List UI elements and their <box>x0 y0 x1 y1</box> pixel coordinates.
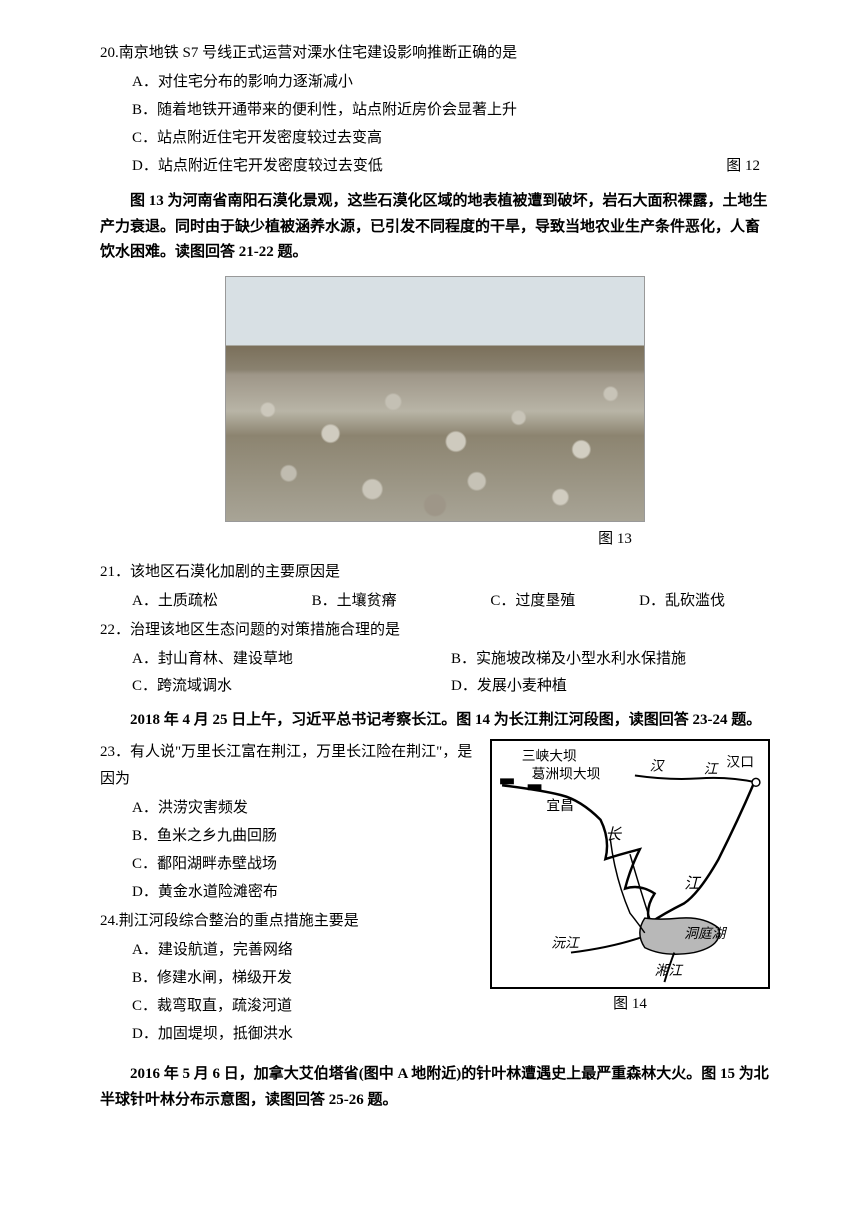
q24-option-c: C．裁弯取直，疏浚河道 <box>132 993 478 1020</box>
q22-option-c: C．跨流域调水 <box>132 673 451 700</box>
q21-option-b: B．土壤贫瘠 <box>312 588 397 615</box>
question-22: 22．治理该地区生态问题的对策措施合理的是 A．封山育林、建设草地 B．实施坡改… <box>100 617 770 700</box>
fig14-container: 三峡大坝 葛洲坝大坝 宜昌 汉 江 汉口 长 江 沅江 洞庭湖 湘江 图 14 <box>490 739 770 1054</box>
q24-option-b: B．修建水闸，梯级开发 <box>132 965 478 992</box>
q24-option-a: A．建设航道，完善网络 <box>132 937 478 964</box>
question-21: 21．该地区石漠化加剧的主要原因是 A．土质疏松 B．土壤贫瘠 C．过度垦殖 D… <box>100 559 770 615</box>
q22-option-b: B．实施坡改梯及小型水利水保措施 <box>451 646 770 673</box>
q21-options: A．土质疏松 B．土壤贫瘠 C．过度垦殖 D．乱砍滥伐 <box>100 588 770 615</box>
fig13-photo <box>225 276 645 522</box>
q20-option-b: B．随着地铁开通带来的便利性，站点附近房价会显著上升 <box>132 97 770 124</box>
context-fig13: 图 13 为河南省南阳石漠化景观，这些石漠化区域的地表植被遭到破坏，岩石大面积裸… <box>100 189 770 266</box>
q20-option-a: A．对住宅分布的影响力逐渐减小 <box>132 69 770 96</box>
q21-option-c: C．过度垦殖 <box>490 588 575 615</box>
q23-option-d: D．黄金水道险滩密布 <box>132 879 478 906</box>
fig14-map: 三峡大坝 葛洲坝大坝 宜昌 汉 江 汉口 长 江 沅江 洞庭湖 湘江 <box>490 739 770 989</box>
context-fig15: 2016 年 5 月 6 日，加拿大艾伯塔省(图中 A 地附近)的针叶林遭遇史上… <box>100 1062 770 1113</box>
q22-stem: 22．治理该地区生态问题的对策措施合理的是 <box>100 617 770 644</box>
question-24: 24.荆江河段综合整治的重点措施主要是 A．建设航道，完善网络 B．修建水闸，梯… <box>100 908 478 1048</box>
q22-options: A．封山育林、建设草地 B．实施坡改梯及小型水利水保措施 C．跨流域调水 D．发… <box>100 646 770 700</box>
q23-option-a: A．洪涝灾害频发 <box>132 795 478 822</box>
fig14-label: 图 14 <box>490 991 770 1018</box>
q24-options: A．建设航道，完善网络 B．修建水闸，梯级开发 C．裁弯取直，疏浚河道 D．加固… <box>100 937 478 1048</box>
fig13-label: 图 13 <box>100 526 770 553</box>
map-label-hankou: 汉口 <box>726 755 754 770</box>
q22-option-a: A．封山育林、建设草地 <box>132 646 451 673</box>
map-svg: 三峡大坝 葛洲坝大坝 宜昌 汉 江 汉口 长 江 沅江 洞庭湖 湘江 <box>492 741 768 987</box>
map-label-yichang: 宜昌 <box>546 798 574 813</box>
q20-option-c: C．站点附近住宅开发密度较过去变高 <box>132 125 770 152</box>
map-label-jiang2: 江 <box>704 761 720 776</box>
q22-option-d: D．发展小麦种植 <box>451 673 770 700</box>
question-20: 20.南京地铁 S7 号线正式运营对溧水住宅建设影响推断正确的是 A．对住宅分布… <box>100 40 770 181</box>
map-label-han: 汉 <box>650 759 666 774</box>
map-label-chang: 长 <box>605 825 622 843</box>
fig13-rock-texture <box>226 362 644 521</box>
question-23: 23．有人说"万里长江富在荆江，万里长江险在荆江"，是因为 A．洪涝灾害频发 B… <box>100 739 478 906</box>
q21-option-a: A．土质疏松 <box>132 588 218 615</box>
q23-stem: 23．有人说"万里长江富在荆江，万里长江险在荆江"，是因为 <box>100 739 478 793</box>
map-label-gezhouba: 葛洲坝大坝 <box>532 766 601 781</box>
q23-option-c: C．鄱阳湖畔赤壁战场 <box>132 851 478 878</box>
map-label-jiang: 江 <box>684 875 702 893</box>
map-label-dongting: 洞庭湖 <box>684 926 728 941</box>
q23-24-left: 23．有人说"万里长江富在荆江，万里长江险在荆江"，是因为 A．洪涝灾害频发 B… <box>100 739 478 1054</box>
q24-stem: 24.荆江河段综合整治的重点措施主要是 <box>100 908 478 935</box>
fig12-label: 图 12 <box>726 153 770 181</box>
q20-stem: 20.南京地铁 S7 号线正式运营对溧水住宅建设影响推断正确的是 <box>100 40 770 67</box>
q20-option-d: D．站点附近住宅开发密度较过去变低 <box>132 153 383 180</box>
map-label-xiang: 湘江 <box>655 963 685 978</box>
q21-stem: 21．该地区石漠化加剧的主要原因是 <box>100 559 770 586</box>
q23-options: A．洪涝灾害频发 B．鱼米之乡九曲回肠 C．鄱阳湖畔赤壁战场 D．黄金水道险滩密… <box>100 795 478 906</box>
q24-option-d: D．加固堤坝，抵御洪水 <box>132 1021 478 1048</box>
q23-24-layout: 23．有人说"万里长江富在荆江，万里长江险在荆江"，是因为 A．洪涝灾害频发 B… <box>100 739 770 1054</box>
context-fig14: 2018 年 4 月 25 日上午，习近平总书记考察长江。图 14 为长江荆江河… <box>100 708 770 734</box>
map-label-yuan: 沅江 <box>551 936 581 951</box>
q20-options: A．对住宅分布的影响力逐渐减小 B．随着地铁开通带来的便利性，站点附近房价会显著… <box>100 69 770 181</box>
map-label-sanxia: 三峡大坝 <box>522 749 577 764</box>
q23-option-b: B．鱼米之乡九曲回肠 <box>132 823 478 850</box>
q21-option-d: D．乱砍滥伐 <box>639 588 725 615</box>
